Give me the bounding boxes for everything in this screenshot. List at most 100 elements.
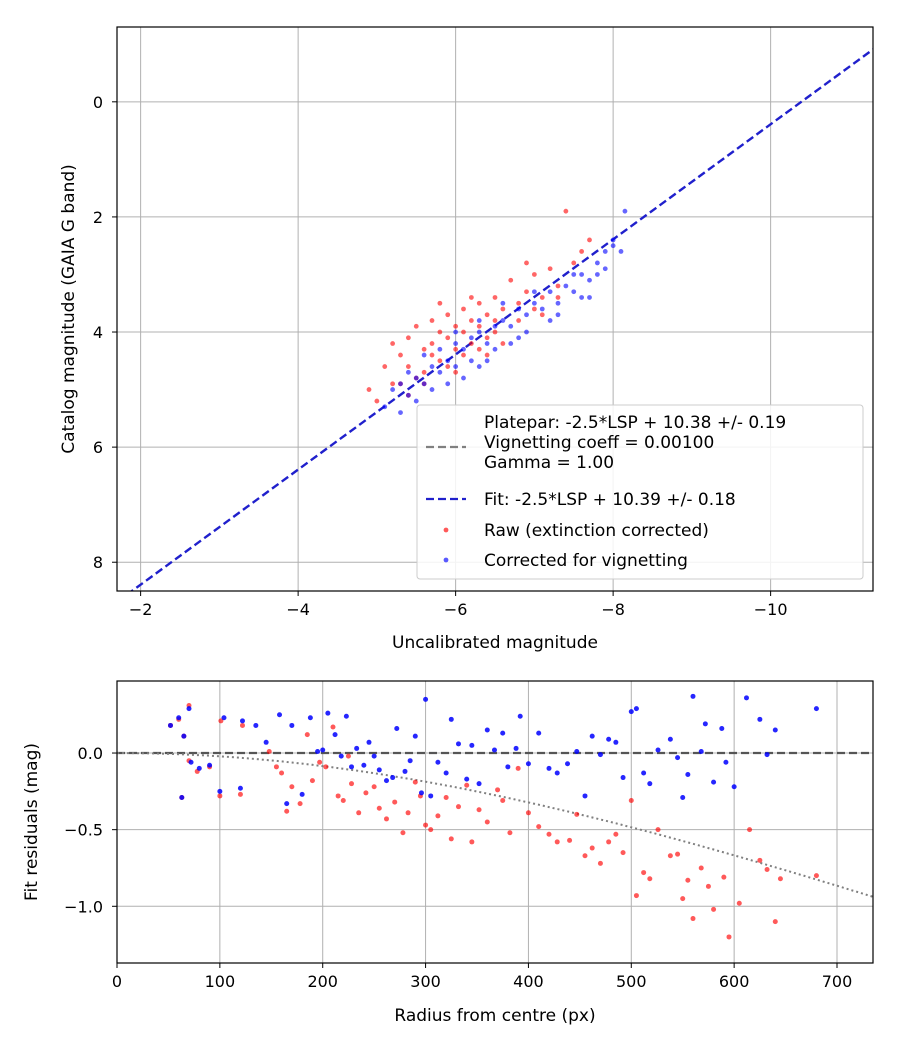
bottom-corrected-point [217,788,223,794]
top-corrected-point [555,312,561,318]
bottom-corrected-point [237,785,243,791]
top-raw-point [484,352,490,358]
bottom-corrected-point [443,770,449,776]
bottom-x-tick-label: 700 [822,972,853,991]
bottom-raw-point [574,811,580,817]
bottom-raw-point [613,831,619,837]
top-corrected-point [390,387,396,392]
top-raw-point [524,260,529,266]
bottom-raw-point [777,876,783,882]
bottom-raw-point [323,764,329,770]
bottom-corrected-point [435,759,441,765]
top-x-axis-label: Uncalibrated magnitude [392,633,598,653]
top-corrected-point [453,364,459,369]
legend-corrected-swatch [443,557,449,563]
bottom-corrected-points [167,693,819,807]
bottom-corrected-point [390,775,396,781]
bottom-raw-point [641,870,647,876]
top-raw-point [390,341,396,346]
bottom-corrected-point [690,693,696,699]
bottom-corrected-point [513,745,519,751]
bottom-y-ticks: 0.0 −0.5 −1.0 [64,744,117,916]
bottom-corrected-point [284,801,290,807]
bottom-corrected-point [464,776,470,782]
bottom-corrected-point [505,764,511,770]
top-corrected-point [476,364,482,369]
top-raw-point [555,295,561,300]
bottom-raw-point [371,784,377,790]
top-raw-point [500,341,506,346]
top-corrected-point [500,318,506,323]
top-corrected-point [437,369,443,375]
top-corrected-point [524,329,529,335]
top-corrected-point [622,208,628,214]
bottom-raw-point [757,857,763,863]
top-corrected-point [610,237,616,243]
top-raw-point [461,329,466,335]
bottom-raw-point [340,798,346,804]
bottom-corrected-point [221,715,227,721]
top-corrected-points [382,208,628,415]
bottom-corrected-point [354,745,360,751]
bottom-raw-point [655,827,661,833]
top-raw-point [476,323,482,329]
top-corrected-point [484,358,490,364]
bottom-corrected-point [253,722,259,728]
top-corrected-point [492,346,498,352]
bottom-corrected-point [633,706,639,712]
legend-box [416,404,864,580]
top-raw-point [374,398,380,404]
top-raw-point [468,295,474,300]
bottom-corrected-point [613,739,619,745]
bottom-vignetting-curve [117,752,874,898]
bottom-raw-point [764,867,770,873]
top-corrected-point [516,335,522,341]
bottom-raw-point [515,765,521,771]
bottom-corrected-point [655,747,661,753]
top-corrected-point [594,272,600,277]
top-raw-point [476,300,482,306]
top-y-tick-label: 0 [93,93,103,112]
bottom-raw-point [711,906,717,912]
bottom-corrected-point [289,722,295,728]
top-raw-point [429,352,435,358]
bottom-corrected-point [371,753,377,759]
top-x-ticks: −2 −4 −6 −8 −10 [129,591,788,619]
top-raw-point [571,260,577,266]
bottom-raw-point [218,718,224,724]
top-raw-point [382,364,388,369]
top-corrected-point [398,381,403,387]
bottom-x-tick-label: 400 [513,972,544,991]
bottom-raw-points [167,703,819,940]
bottom-raw-point [266,749,272,754]
legend-raw-label: Raw (extinction corrected) [484,521,709,541]
bottom-corrected-point [181,733,187,739]
bottom-corrected-point [299,791,305,797]
top-raw-point [484,335,490,341]
top-corrected-point [429,364,435,369]
top-corrected-point [594,260,600,266]
top-raw-point [531,272,537,277]
bottom-corrected-point [764,752,770,758]
top-raw-point [366,387,372,392]
legend: Platepar: -2.5*LSP + 10.38 +/- 0.19 Vigne… [416,404,864,580]
bottom-raw-point [813,873,819,879]
bottom-raw-point [383,816,389,822]
bottom-x-tick-label: 300 [410,972,441,991]
top-corrected-point [484,341,490,346]
bottom-raw-point [363,790,369,796]
bottom-raw-point [469,839,475,845]
top-corrected-point [555,300,561,306]
bottom-raw-point [405,810,411,816]
bottom-raw-point [423,822,429,828]
legend-corrected-label: Corrected for vignetting [484,551,688,571]
top-raw-point [437,300,443,306]
bottom-raw-point [589,845,595,851]
top-raw-point [405,335,411,341]
bottom-corrected-point [702,721,708,727]
bottom-raw-point [685,877,691,883]
bottom-y-tick-label: −1.0 [64,897,103,916]
top-raw-point [539,295,545,300]
bottom-corrected-point [667,736,673,742]
bottom-corrected-point [263,739,269,745]
